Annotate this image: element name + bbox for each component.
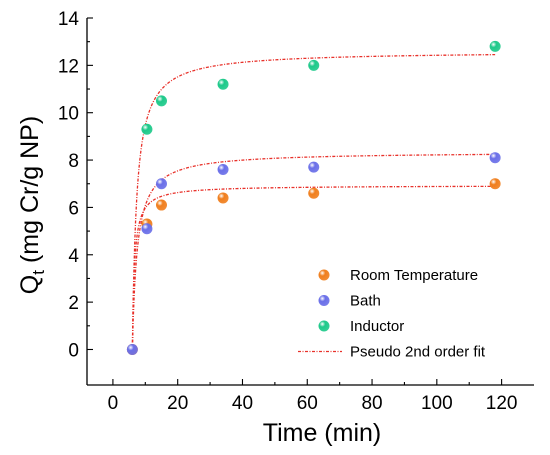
data-points — [126, 40, 501, 355]
data-point — [217, 78, 229, 90]
data-point — [489, 40, 501, 52]
y-axis-title-subscript: t — [29, 270, 48, 275]
y-tick-label: 0 — [68, 340, 79, 361]
data-point — [156, 95, 167, 107]
data-point — [217, 192, 229, 204]
data-point — [126, 343, 138, 355]
y-tick-label: 6 — [68, 198, 79, 219]
legend-marker — [318, 320, 330, 332]
y-axis-title: Qt (mg Cr/g NP) — [16, 116, 48, 294]
legend-label: Pseudo 2nd order fit — [350, 344, 486, 361]
legend-marker — [318, 269, 330, 281]
legend: Room Temperature Bath Inductor Pseudo 2nd o… — [298, 267, 486, 361]
x-tick-label: 80 — [361, 393, 382, 414]
legend-label: Inductor — [350, 318, 404, 335]
x-tick-label: 20 — [167, 393, 188, 414]
fit-curve — [131, 153, 496, 350]
legend-label: Room Temperature — [350, 267, 478, 284]
x-tick-label: 0 — [108, 393, 119, 414]
y-tick-label: 8 — [68, 151, 79, 172]
y-axis-title-main: Q — [16, 275, 44, 294]
y-axis-title-rest: (mg Cr/g NP) — [16, 116, 44, 270]
data-point — [156, 178, 167, 190]
x-tick-label: 40 — [232, 393, 253, 414]
fit-curves — [131, 53, 496, 350]
x-tick-label: 100 — [421, 393, 453, 414]
data-point — [217, 164, 229, 176]
x-tick-label: 120 — [486, 393, 518, 414]
y-tick-label: 4 — [68, 246, 79, 267]
y-tick-label: 14 — [58, 9, 80, 30]
fit-curve — [131, 185, 496, 350]
data-point — [308, 161, 320, 173]
data-point — [141, 223, 153, 235]
data-point — [308, 59, 320, 71]
y-tick-label: 2 — [68, 293, 79, 314]
legend-label: Bath — [350, 293, 381, 310]
data-point — [489, 178, 501, 190]
axes: 0 20 40 60 80 100 120 0 2 4 6 8 10 12 14 — [58, 9, 534, 414]
fit-curve — [131, 53, 496, 350]
y-tick-label: 12 — [58, 56, 79, 77]
data-point — [308, 187, 320, 199]
data-point — [489, 152, 501, 164]
data-point — [141, 123, 153, 135]
y-tick-label: 10 — [58, 104, 79, 125]
legend-marker — [318, 295, 330, 306]
x-tick-label: 60 — [297, 393, 318, 414]
data-point — [156, 199, 167, 211]
x-axis-title: Time (min) — [263, 419, 382, 447]
